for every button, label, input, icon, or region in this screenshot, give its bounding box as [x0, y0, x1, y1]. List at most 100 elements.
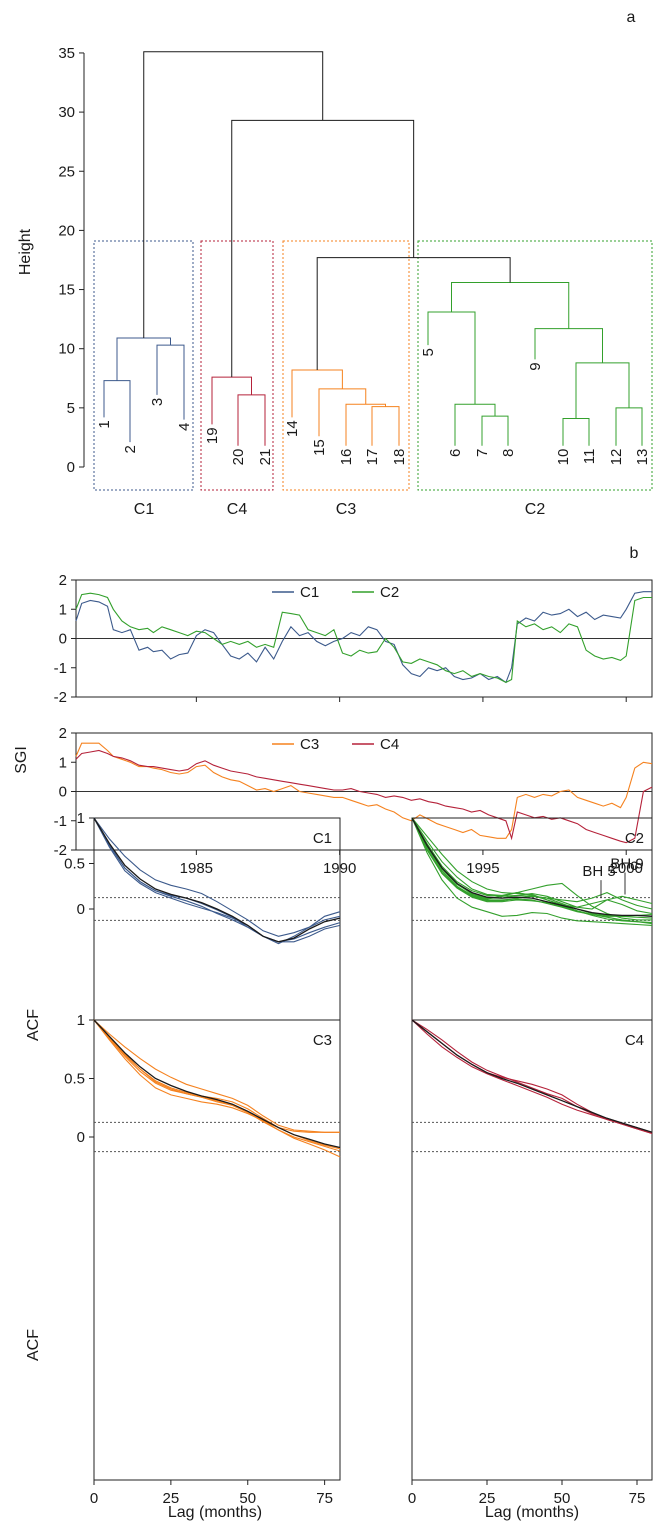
acf-member-line-C1-2: [93, 817, 341, 945]
dendrogram-link-C4: [211, 376, 252, 425]
acf-y-label-top: ACF: [25, 1009, 42, 1041]
leaf-label-18: 18: [391, 449, 408, 466]
y-tick-label: -2: [54, 689, 67, 706]
dendrogram-tree: [103, 51, 643, 446]
x-tick-label: 25: [163, 1490, 180, 1507]
acf-member-line-C1-1: [93, 817, 341, 937]
y-tick-label: 0.5: [64, 856, 85, 873]
y-tick-label: -1: [54, 813, 67, 830]
leaf-label-10: 10: [555, 449, 572, 466]
x-tick-label: 1995: [466, 860, 499, 877]
series-line-C4: [75, 749, 653, 844]
acf-member-line-C1-4: [93, 817, 341, 943]
leaf-label-5: 5: [420, 348, 437, 356]
acf-member-line-C2-7: [411, 817, 653, 925]
y-tick-label: 10: [58, 341, 75, 358]
x-tick-label: 0: [90, 1490, 98, 1507]
annotation-label: BH 5: [582, 863, 615, 880]
cluster-box-C4: [200, 240, 274, 491]
x-tick-label: 0: [408, 1490, 416, 1507]
leaf-label-17: 17: [364, 449, 381, 466]
leaf-label-21: 21: [257, 449, 274, 466]
cluster-boxes: C1 C4 C3 C2: [93, 240, 653, 518]
acf-member-line-C3-1: [93, 1019, 340, 1133]
y-tick-label: -1: [54, 660, 67, 677]
plot-frame: [93, 817, 341, 1021]
dendrogram-link-17-18: [371, 406, 400, 446]
y-tick-label: 2: [59, 725, 67, 742]
acf-member-line-C3-2: [93, 1019, 341, 1150]
acf-member-line-C1-3: [93, 817, 341, 943]
dendrogram-link-6-8: [454, 403, 496, 446]
dendrogram-link-16-18: [345, 403, 386, 446]
leaf-label-19: 19: [204, 427, 221, 444]
leaf-label-12: 12: [608, 449, 625, 466]
dendrogram-link-rest: [231, 119, 415, 378]
dendrogram-link-C2: [451, 281, 570, 329]
leaf-label-2: 2: [122, 445, 139, 453]
dendrogram-link-12-13: [615, 407, 643, 446]
y-tick-label: 0.5: [64, 1071, 85, 1088]
x-tick-label: 50: [239, 1490, 256, 1507]
cluster-label-C1: C1: [134, 501, 155, 518]
dendrogram-link-7-8: [481, 415, 509, 446]
cluster-box-C3: [282, 240, 410, 491]
acf-member-line-C4-3: [411, 1019, 653, 1135]
leaf-label-14: 14: [284, 420, 301, 437]
y-tick-label: 0: [59, 631, 67, 648]
legend-label-C4: C4: [380, 736, 399, 753]
dendrogram-link-C3-C2: [316, 257, 511, 370]
dendrogram-link-C1: [116, 337, 171, 381]
x-tick-label: 75: [316, 1490, 333, 1507]
x-tick-label: 25: [479, 1490, 496, 1507]
dendrogram-link-C2a: [427, 311, 476, 405]
acf-member-line-C2-8: [411, 817, 653, 910]
acf-y-label-bottom: ACF: [25, 1329, 42, 1361]
dendrogram-link-10-13: [575, 362, 630, 419]
dendrogram-link-1-2: [103, 380, 131, 443]
cluster-label-C2: C2: [525, 501, 546, 518]
acf-subplot-c4: 0 25 50 75 C4: [408, 1019, 653, 1507]
legend-label-C3: C3: [300, 736, 319, 753]
dendrogram-y-label: Height: [17, 228, 34, 275]
leaf-label-1: 1: [96, 420, 113, 428]
acf-member-line-C2-9: [411, 817, 653, 924]
y-tick-label: 5: [67, 400, 75, 417]
acf-x-label-left: Lag (months): [168, 1504, 262, 1521]
subplot-title-C2: C2: [625, 830, 644, 847]
legend-label-C2: C2: [380, 584, 399, 601]
panel-label-b: b: [630, 545, 639, 562]
y-tick-label: 30: [58, 104, 75, 121]
cluster-label-C3: C3: [336, 501, 357, 518]
y-tick-label: 0: [67, 459, 75, 476]
acf-member-line-C3-5: [93, 1019, 341, 1152]
series-line-C2: [75, 592, 652, 684]
leaf-label-6: 6: [447, 449, 464, 457]
x-tick-label: 50: [554, 1490, 571, 1507]
acf-x-label-right: Lag (months): [485, 1504, 579, 1521]
sgi-y-label: SGI: [13, 746, 30, 774]
leaf-label-15: 15: [311, 439, 328, 456]
acf-member-line-C2-4: [411, 817, 653, 926]
leaf-label-3: 3: [149, 398, 166, 406]
acf-mean-line-C1: [93, 817, 341, 943]
dendrogram-y-axis: 0 5 10 15 20 25 30 35: [58, 45, 85, 476]
y-tick-label: 2: [59, 572, 67, 589]
acf-member-line-C3-4: [93, 1019, 340, 1133]
dendrogram-link-20-21: [237, 394, 266, 446]
x-tick-label: 2000: [610, 860, 643, 877]
acf-mean-line-C2: [411, 817, 653, 917]
cluster-label-C4: C4: [227, 501, 248, 518]
subplot-title-C4: C4: [625, 1032, 644, 1049]
annotation-label: BH 9: [610, 855, 643, 872]
legend-label-C1: C1: [300, 584, 319, 601]
dendrogram-link-3-4: [156, 344, 185, 420]
leaf-label-13: 13: [634, 449, 651, 466]
y-tick-label: 1: [59, 601, 67, 618]
y-tick-label: 1: [59, 754, 67, 771]
y-tick-label: 35: [58, 45, 75, 62]
y-tick-label: 0: [59, 784, 67, 801]
acf-panel: 0 0.5 1 C1 C2 BH 9BH 5 0 0.5 1 0 25 50 75 C3 0 25 50 7…: [25, 810, 653, 1521]
